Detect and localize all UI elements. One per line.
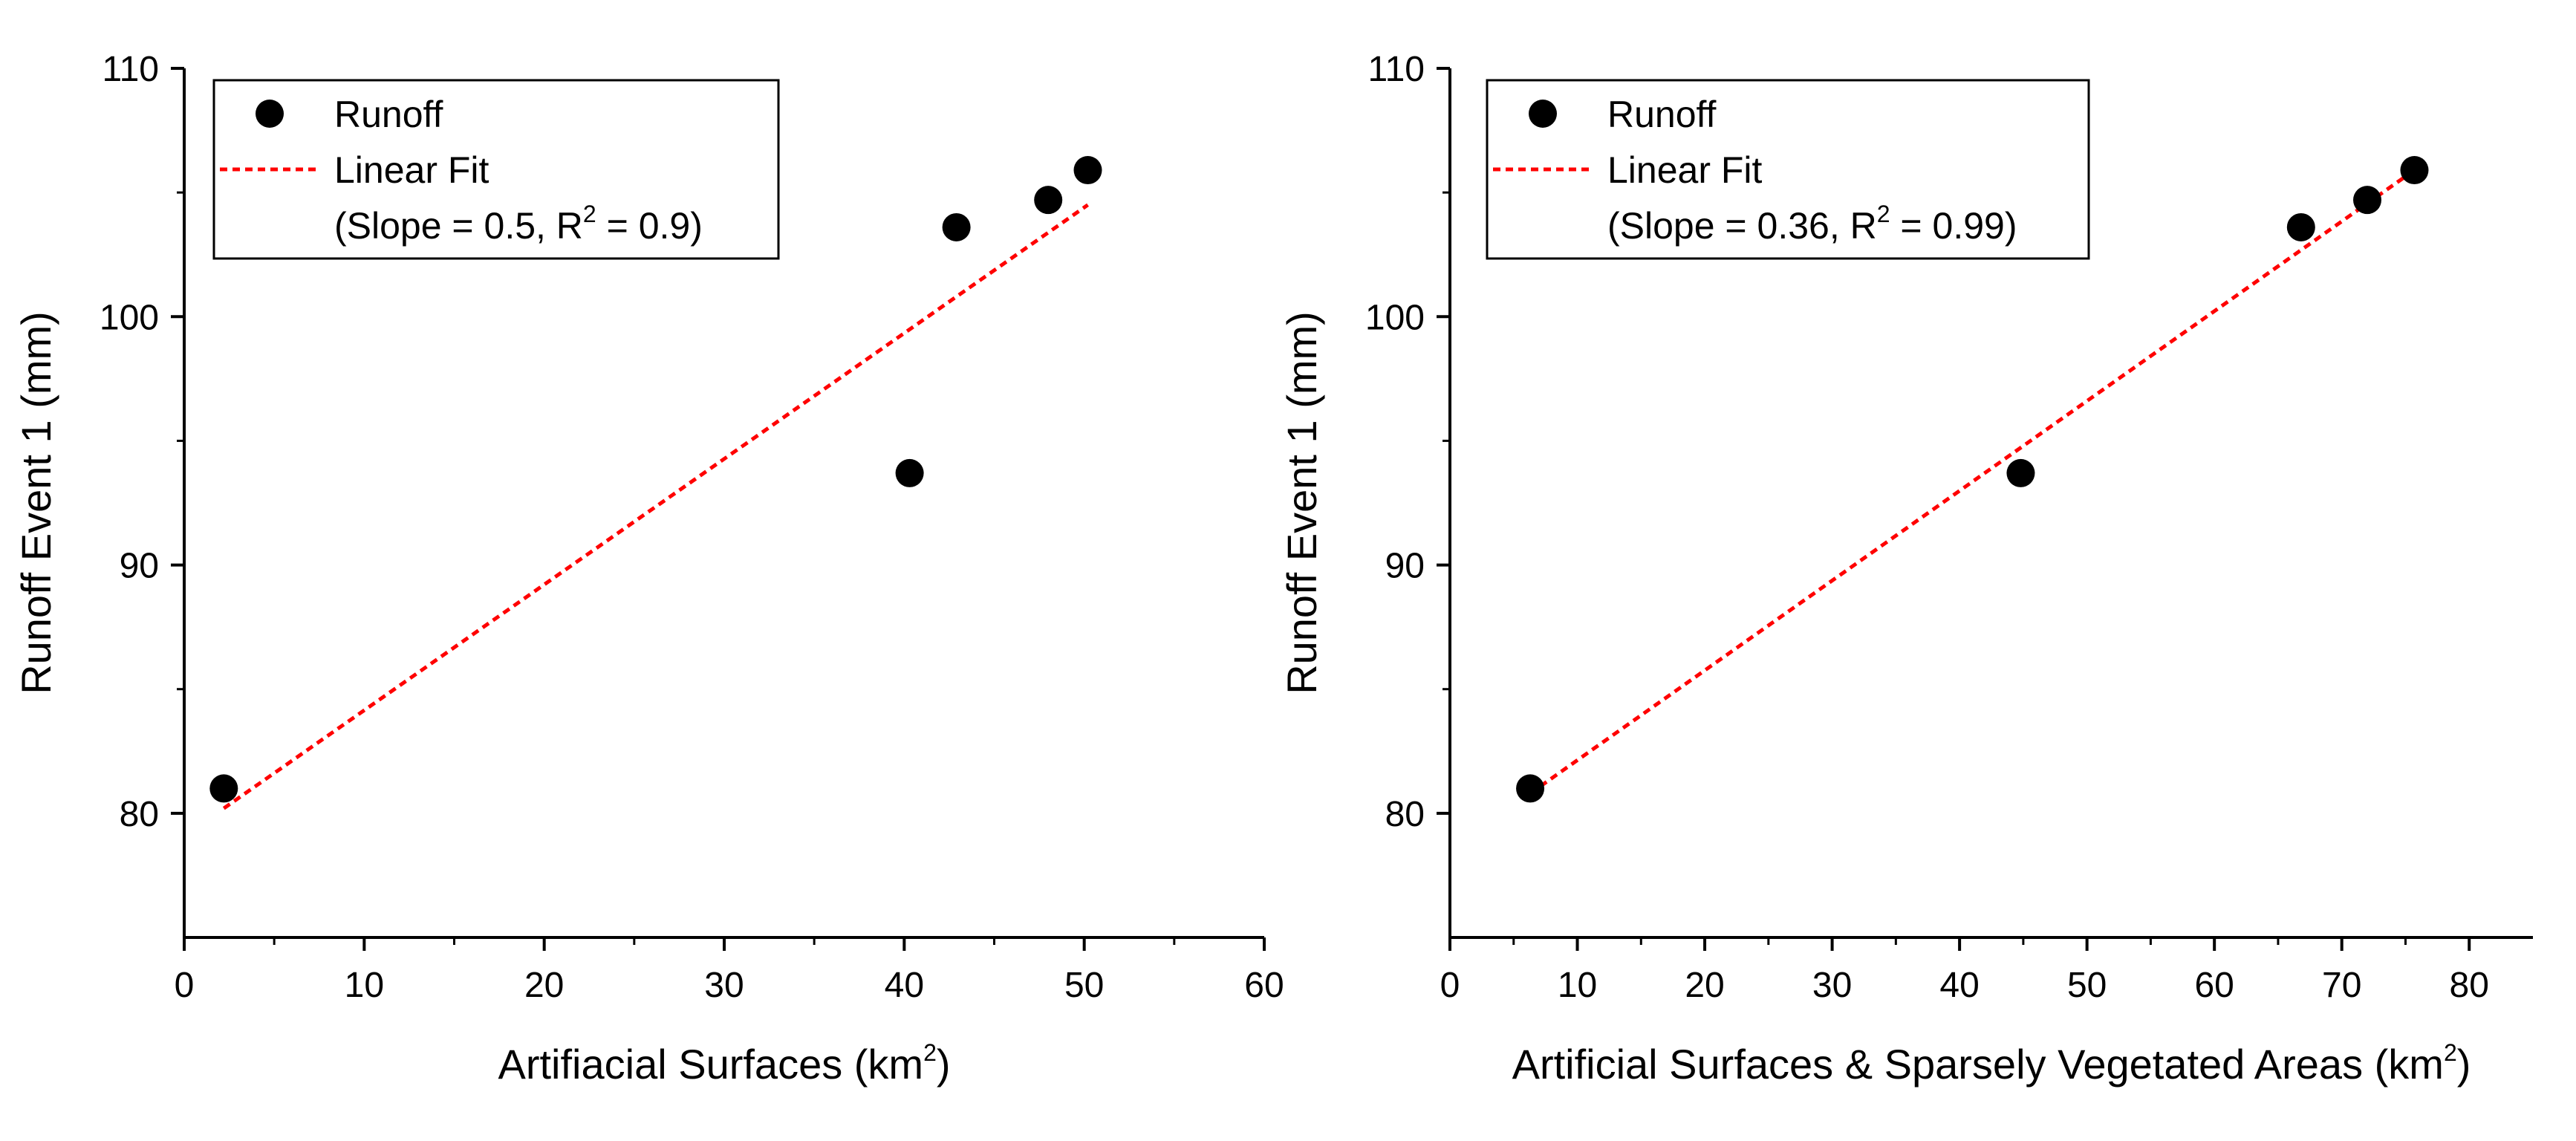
y-tick-label: 100: [1365, 298, 1425, 337]
x-tick-label: 70: [2322, 966, 2361, 1005]
legend-box: [212, 79, 780, 260]
x-tick-label: 80: [2450, 966, 2489, 1005]
legend-fit-stats: (Slope = 0.36, R2 = 0.99): [1607, 201, 2017, 247]
x-axis-title: Artificial Surfaces & Sparsely Vegetated…: [1512, 1039, 2471, 1088]
runoff-point: [2353, 186, 2382, 215]
y-axis-title: Runoff Event 1 (mm): [13, 311, 59, 695]
runoff-point: [209, 774, 238, 803]
legend-fit-label: Linear Fit: [334, 149, 489, 191]
linear-fit-line: [1529, 169, 2416, 796]
runoff-point: [1516, 774, 1545, 803]
y-tick-label: 80: [1385, 795, 1425, 834]
x-axis-title: Artifiacial Surfaces (km2): [498, 1039, 950, 1088]
legend-runoff-marker: [1529, 100, 1557, 128]
y-axis-title: Runoff Event 1 (mm): [1278, 311, 1325, 695]
x-tick-label: 0: [1440, 966, 1460, 1005]
y-tick-label: 80: [120, 795, 159, 834]
runoff-point: [895, 458, 924, 487]
legend-fit-stats: (Slope = 0.5, R2 = 0.9): [334, 201, 703, 247]
x-tick-label: 40: [885, 966, 924, 1005]
runoff-point: [1073, 156, 1102, 185]
x-tick-label: 30: [704, 966, 744, 1005]
x-tick-label: 30: [1812, 966, 1852, 1005]
legend-fit-label: Linear Fit: [1607, 149, 1763, 191]
chart-2: 0 10 20 30 40 50 60 70 80 80 90 100 110 Artificial Su…: [1278, 50, 2533, 1088]
y-tick-label: 110: [1367, 50, 1425, 89]
chart-1: 0 10 20 30 40 50 60 80 90 100 110 Artifiacial Surfa…: [13, 50, 1284, 1088]
x-tick-label: 60: [2194, 966, 2234, 1005]
runoff-point: [2006, 458, 2035, 487]
linear-fit-line: [222, 203, 1089, 810]
y-tick-label: 90: [1385, 547, 1425, 586]
x-tick-label: 10: [345, 966, 384, 1005]
runoff-point: [942, 212, 971, 241]
legend-runoff-label: Runoff: [1607, 94, 1717, 135]
x-tick-label: 40: [1939, 966, 1979, 1005]
legend-runoff-marker: [256, 100, 284, 128]
runoff-point: [1034, 186, 1063, 215]
runoff-point: [2286, 212, 2315, 241]
x-tick-label: 10: [1558, 966, 1597, 1005]
runoff-point: [2400, 156, 2429, 185]
x-tick-label: 50: [1064, 966, 1104, 1005]
x-tick-label: 60: [1244, 966, 1284, 1005]
y-tick-label: 90: [120, 547, 159, 586]
y-tick-label: 110: [102, 50, 159, 89]
legend: Runoff Linear Fit (Slope = 0.5, R2 = 0.9): [212, 79, 780, 260]
legend: Runoff Linear Fit (Slope = 0.36, R2 = 0.99…: [1486, 79, 2090, 260]
x-tick-label: 20: [1685, 966, 1724, 1005]
x-tick-label: 50: [2067, 966, 2107, 1005]
x-tick-label: 20: [524, 966, 564, 1005]
y-tick-label: 100: [100, 298, 159, 337]
x-tick-label: 0: [175, 966, 195, 1005]
legend-runoff-label: Runoff: [334, 94, 443, 135]
